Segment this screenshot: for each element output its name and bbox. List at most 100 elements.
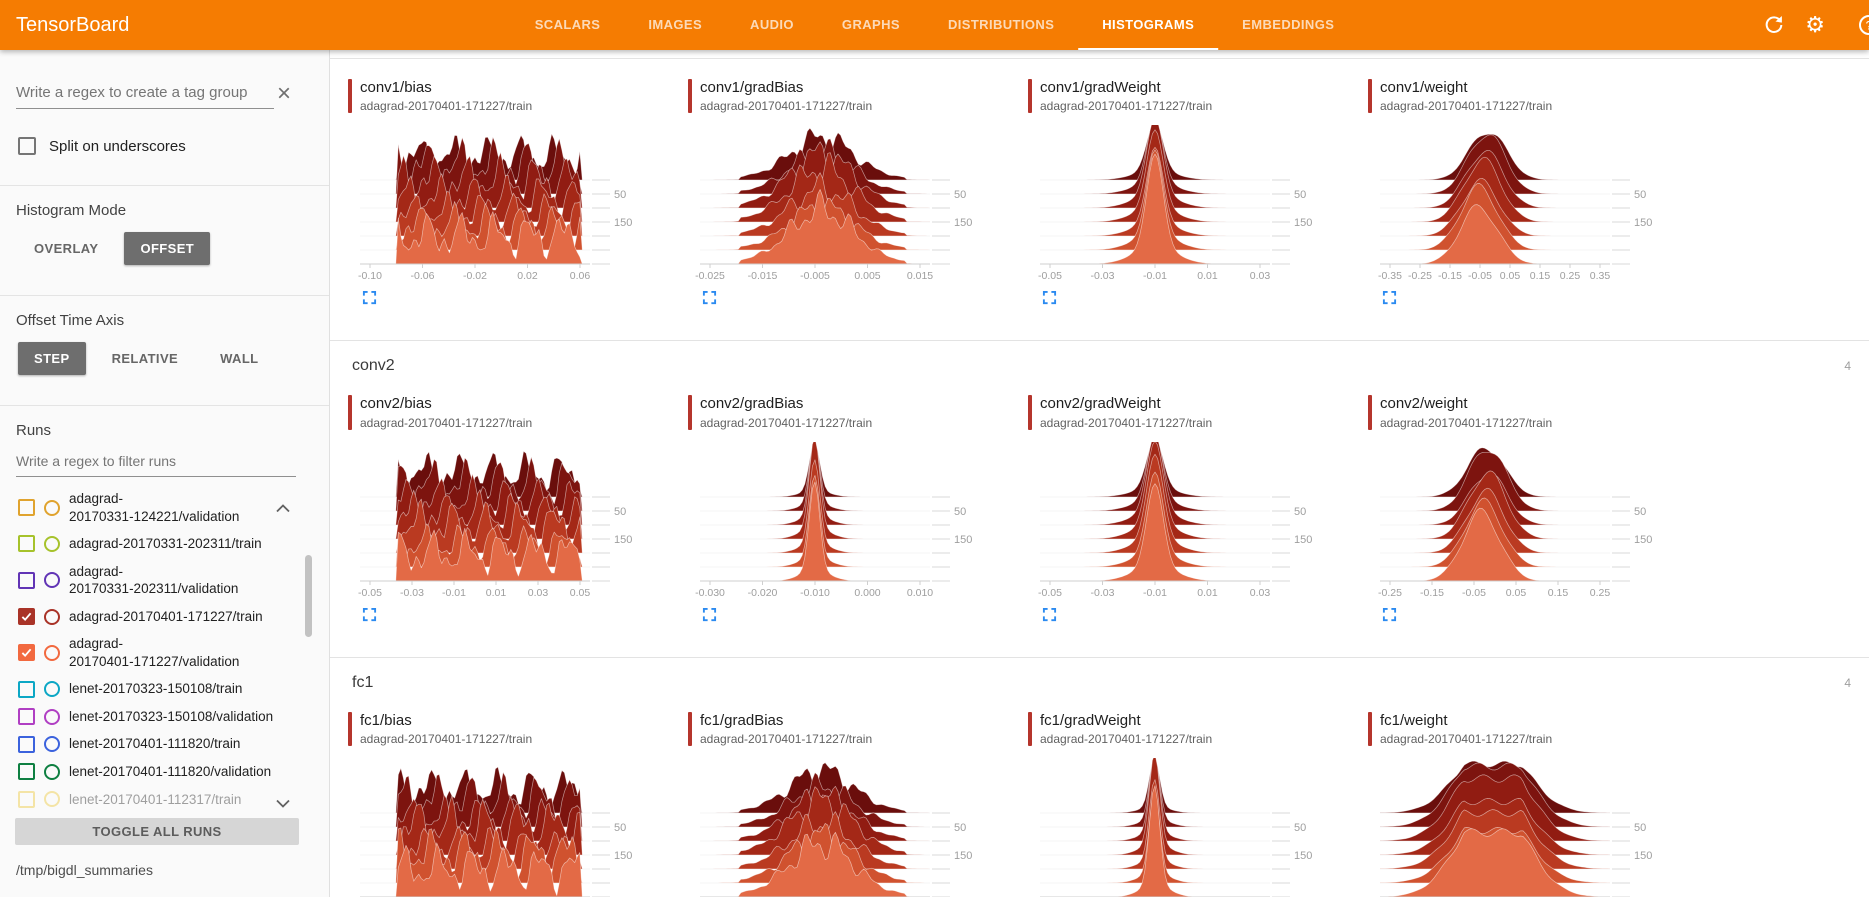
expand-icon[interactable]: [362, 290, 377, 310]
clear-filter-icon[interactable]: ×: [276, 80, 291, 107]
x-axis-tick-label: 0.005: [854, 270, 880, 282]
refresh-icon[interactable]: [1763, 14, 1785, 36]
run-color-radio[interactable]: [44, 644, 60, 661]
histogram-chart[interactable]: 50 150: [348, 758, 650, 897]
toolbar-icons: ⚙ ?: [1763, 0, 1869, 50]
histogram-chart[interactable]: 50 150 -0.35 -0.25 -0.15 -0.05 0.05 0.15 0.25 0.3…: [1368, 125, 1670, 283]
expand-icon[interactable]: [362, 607, 377, 627]
run-color-radio[interactable]: [44, 736, 60, 753]
tab-graphs[interactable]: GRAPHS: [841, 16, 900, 32]
run-item[interactable]: lenet-20170401-112317/train: [16, 786, 313, 814]
histogram-chart[interactable]: 50 150 -0.05 -0.03 -0.01 0.01 0.03: [1028, 117, 1330, 283]
histogram-chart[interactable]: 50 150 -0.025 -0.015 -0.005 0.005 0.015: [688, 125, 990, 283]
offset-time-axis-panel: Offset Time Axis STEP RELATIVE WALL: [0, 296, 329, 375]
run-color-radio[interactable]: [44, 499, 60, 516]
section-header[interactable]: fc1 4: [330, 658, 1869, 692]
offset-button[interactable]: OFFSET: [124, 232, 211, 265]
card-run-name: adagrad-20170401-171227/train: [1380, 415, 1553, 430]
run-checkbox-checked[interactable]: [18, 644, 35, 662]
run-item[interactable]: lenet-20170323-150108/validation: [16, 703, 313, 731]
run-color-radio[interactable]: [44, 708, 60, 725]
histogram-chart[interactable]: 50 150: [1028, 752, 1330, 897]
run-item[interactable]: adagrad- 20170401-171227/validation: [16, 630, 313, 675]
run-checkbox[interactable]: [18, 680, 35, 698]
tab-distributions[interactable]: DISTRIBUTIONS: [947, 16, 1055, 32]
run-checkbox[interactable]: [18, 763, 35, 781]
relative-button[interactable]: RELATIVE: [96, 342, 195, 375]
histogram-chart[interactable]: 50 150: [1368, 758, 1670, 897]
tag-section-fc1: fc1 4 fc1/bias adagrad-20170401-171227/trai…: [330, 656, 1869, 897]
run-checkbox[interactable]: [18, 499, 35, 517]
tag-filter-input[interactable]: [16, 82, 274, 109]
tab-scalars[interactable]: SCALARS: [534, 16, 601, 32]
x-axis-tick-label: 0.05: [570, 587, 591, 599]
tab-histograms[interactable]: HISTOGRAMS: [1078, 0, 1219, 50]
run-checkbox[interactable]: [18, 535, 35, 553]
y-axis-tick-label: 150: [614, 850, 632, 862]
expand-icon[interactable]: [1382, 290, 1397, 310]
card-run-name: adagrad-20170401-171227/train: [360, 731, 533, 746]
run-item[interactable]: adagrad-20170331-202311/train: [16, 530, 313, 558]
run-color-radio[interactable]: [44, 572, 60, 589]
split-underscores-row[interactable]: Split on underscores: [18, 137, 313, 155]
nav-tabs: SCALARS IMAGES AUDIO GRAPHS DISTRIBUTIONS HIS…: [511, 0, 1359, 50]
y-axis-tick-label: 150: [954, 534, 972, 546]
histogram-chart[interactable]: 50 150: [688, 758, 990, 897]
run-color-bar: [1368, 79, 1372, 114]
expand-icon[interactable]: [1382, 607, 1397, 627]
help-icon[interactable]: ?: [1857, 13, 1869, 37]
expand-icon[interactable]: [702, 290, 717, 310]
settings-icon[interactable]: ⚙: [1805, 12, 1825, 37]
run-item[interactable]: lenet-20170401-111820/train: [16, 730, 313, 758]
histogram-chart[interactable]: 50 150 -0.05 -0.03 -0.01 0.01 0.03: [1028, 433, 1330, 600]
toggle-all-runs-button[interactable]: TOGGLE ALL RUNS: [15, 818, 299, 845]
tag-filter: ×: [16, 82, 313, 109]
run-checkbox-checked[interactable]: [18, 608, 35, 625]
run-item[interactable]: adagrad-20170401-171227/train: [16, 603, 313, 631]
expand-icon[interactable]: [702, 607, 717, 627]
y-axis-tick-label: 150: [614, 534, 632, 546]
run-color-bar: [348, 395, 352, 430]
histogram-chart[interactable]: 50 150 -0.25 -0.15 -0.05 0.05 0.15 0.25: [1368, 442, 1670, 600]
run-checkbox[interactable]: [18, 571, 35, 589]
x-axis-tick-label: 0.05: [1506, 587, 1527, 599]
x-axis-tick-label: 0.06: [570, 270, 591, 282]
scroll-up-icon[interactable]: [275, 502, 291, 514]
run-color-radio[interactable]: [44, 681, 60, 698]
run-item[interactable]: adagrad- 20170331-124221/validation: [16, 485, 313, 530]
split-underscores-checkbox[interactable]: [18, 137, 36, 155]
tag-section-conv1: conv1/bias adagrad-20170401-171227/train 5…: [330, 58, 1869, 340]
run-checkbox[interactable]: [18, 790, 35, 808]
x-axis-tick-label: 0.03: [1250, 587, 1271, 599]
expand-icon[interactable]: [1042, 290, 1057, 310]
expand-icon[interactable]: [1042, 607, 1057, 627]
card-title: conv1/gradWeight: [1040, 79, 1161, 96]
overlay-button[interactable]: OVERLAY: [18, 232, 114, 265]
histogram-chart[interactable]: 50 150 -0.030 -0.020 -0.010 0.000 0.010: [688, 436, 990, 600]
scrollbar-thumb[interactable]: [305, 555, 312, 637]
tab-embeddings[interactable]: EMBEDDINGS: [1242, 16, 1335, 32]
run-color-radio[interactable]: [44, 535, 60, 552]
histogram-card: fc1/bias adagrad-20170401-171227/train 50 1…: [338, 711, 678, 897]
run-item[interactable]: adagrad- 20170331-202311/validation: [16, 558, 313, 603]
run-color-radio[interactable]: [44, 608, 60, 625]
step-button[interactable]: STEP: [18, 342, 86, 375]
card-run-name: adagrad-20170401-171227/train: [360, 99, 533, 114]
wall-button[interactable]: WALL: [204, 342, 274, 375]
run-item[interactable]: lenet-20170323-150108/train: [16, 675, 313, 703]
tag-section-conv2: conv2 4 conv2/bias adagrad-20170401-171227/…: [330, 340, 1869, 656]
histogram-chart[interactable]: 50 150 -0.05 -0.03 -0.01 0.01 0.03 0.05: [348, 442, 650, 600]
run-checkbox[interactable]: [18, 735, 35, 753]
x-axis-tick-label: -0.15: [1438, 270, 1462, 282]
run-color-radio[interactable]: [44, 791, 60, 808]
runs-filter-input[interactable]: [16, 451, 296, 477]
tab-images[interactable]: IMAGES: [648, 16, 703, 32]
scroll-down-icon[interactable]: [275, 798, 291, 810]
x-axis-tick-label: -0.02: [463, 270, 487, 282]
run-checkbox[interactable]: [18, 708, 35, 726]
run-color-radio[interactable]: [44, 763, 60, 780]
run-item[interactable]: lenet-20170401-111820/validation: [16, 758, 313, 786]
section-header[interactable]: conv2 4: [330, 341, 1869, 375]
tab-audio[interactable]: AUDIO: [750, 16, 794, 32]
histogram-chart[interactable]: 50 150 -0.10 -0.06 -0.02 0.02 0.06: [348, 125, 650, 283]
